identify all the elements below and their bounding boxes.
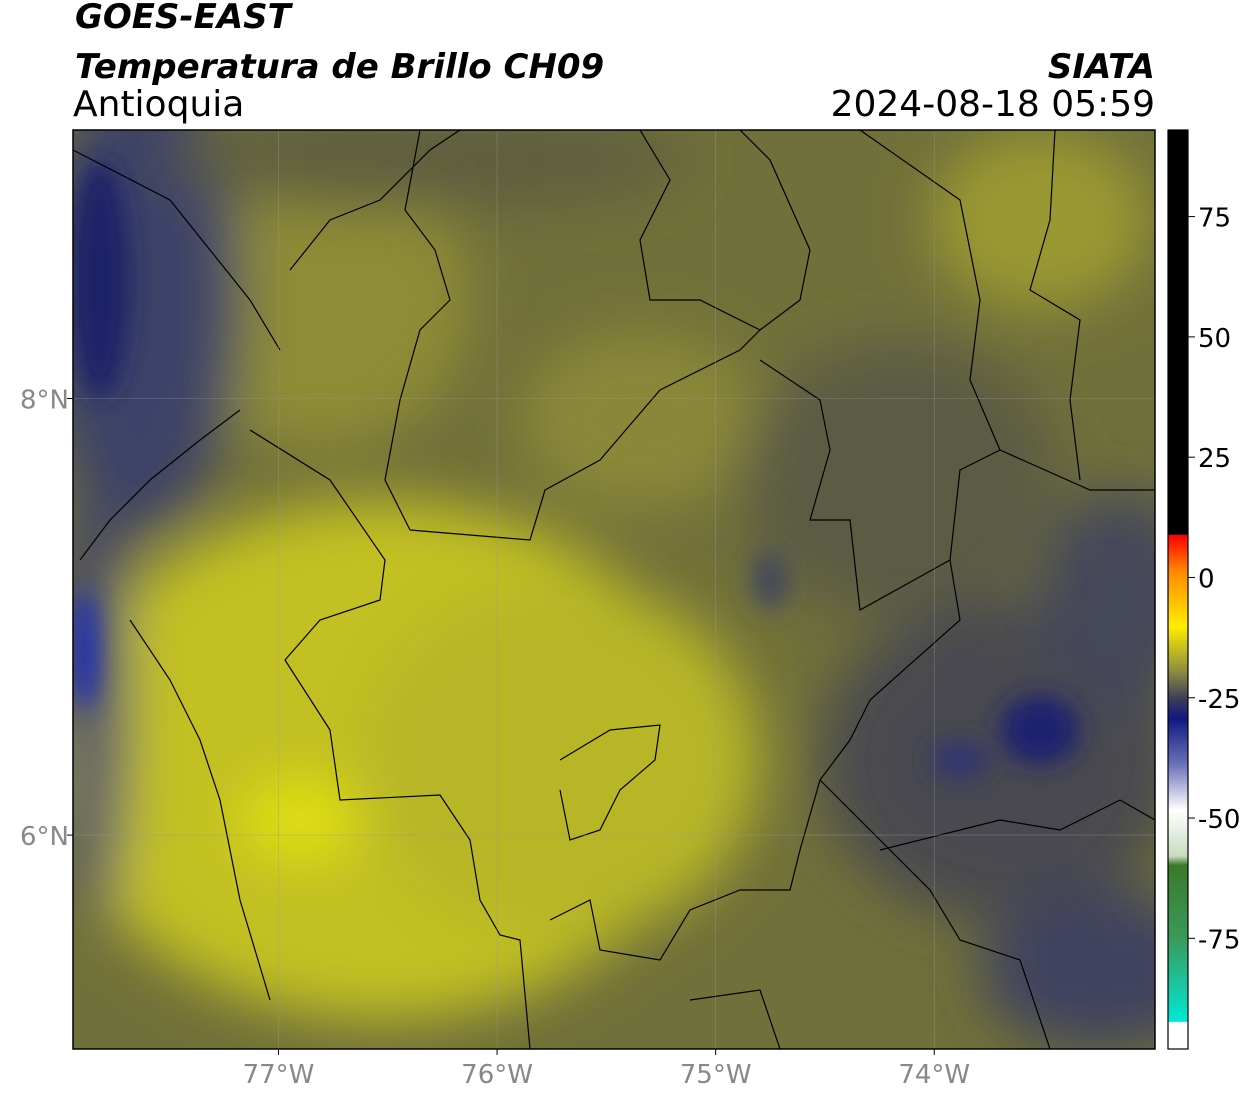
- colorbar-tick-label: -25: [1198, 685, 1240, 715]
- satellite-image: [73, 130, 1155, 1049]
- y-tick-label: 8°N: [20, 385, 69, 415]
- colorbar-tick-label: 50: [1198, 324, 1231, 354]
- x-tick-label: 77°W: [243, 1060, 315, 1090]
- colorbar-tick-label: 0: [1198, 564, 1215, 594]
- source: SIATA: [1048, 47, 1155, 87]
- y-tick-label: 6°N: [20, 822, 69, 852]
- colorbar-tick-label: -75: [1198, 925, 1240, 955]
- datetime: 2024-08-18 05:59: [831, 84, 1155, 125]
- x-tick-label: 75°W: [680, 1060, 752, 1090]
- colorbar-tick-label: 25: [1198, 444, 1231, 474]
- region: Antioquia: [73, 84, 244, 125]
- title: GOES-EAST: [75, 0, 294, 37]
- x-tick-label: 76°W: [461, 1060, 533, 1090]
- subtitle: Temperatura de Brillo CH09: [75, 47, 604, 87]
- colorbar-tick-label: 75: [1198, 204, 1231, 234]
- colorbar-tick-label: -50: [1198, 805, 1240, 835]
- colorbar: [1167, 129, 1189, 1050]
- plot-frame: [72, 129, 1156, 1050]
- x-tick-label: 74°W: [898, 1060, 970, 1090]
